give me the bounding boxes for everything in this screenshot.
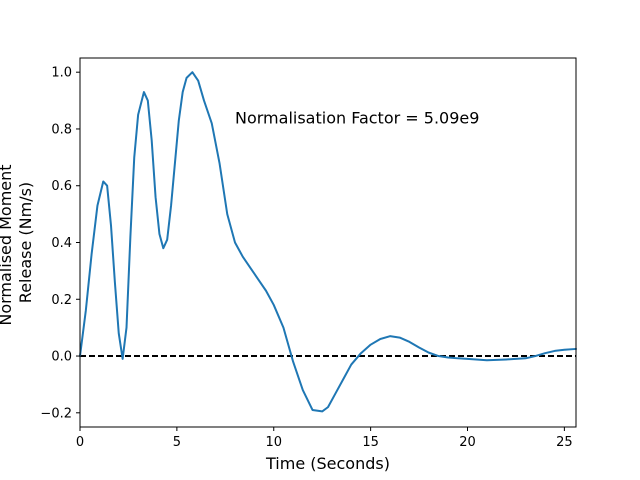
y-tick-label: 0.6 xyxy=(51,179,72,194)
y-tick-label: −0.2 xyxy=(40,406,72,421)
y-axis-label: Normalised Moment Release (Nm/s) xyxy=(0,159,35,325)
y-tick-label: 0.8 xyxy=(51,122,72,137)
y-tick-label: 0.4 xyxy=(51,236,72,251)
x-axis-label: Time (Seconds) xyxy=(265,454,390,473)
y-tick-label: 0.2 xyxy=(51,293,72,308)
series-line-1 xyxy=(79,71,577,413)
normalisation-factor-annotation: Normalisation Factor = 5.09e9 xyxy=(235,108,479,127)
x-tick-label: 5 xyxy=(173,435,181,450)
plot-area xyxy=(79,71,577,413)
x-tick-label: 10 xyxy=(265,435,282,450)
x-tick-label: 25 xyxy=(556,435,573,450)
axis-ticks: 0 5 10 15 20 25 −0.2 0.0 0.2 0.4 0.6 0.8 1.0 xyxy=(40,66,572,450)
y-tick-label: 1.0 xyxy=(51,66,72,81)
axes-frame xyxy=(79,57,577,428)
x-tick-label: 0 xyxy=(76,435,84,450)
y-tick-label: 0.0 xyxy=(51,350,72,365)
x-tick-label: 20 xyxy=(459,435,476,450)
y-axis-label-line-2: Release (Nm/s) xyxy=(16,182,35,303)
y-axis-label-line-1: Normalised Moment xyxy=(0,164,15,325)
x-tick-label: 15 xyxy=(362,435,379,450)
